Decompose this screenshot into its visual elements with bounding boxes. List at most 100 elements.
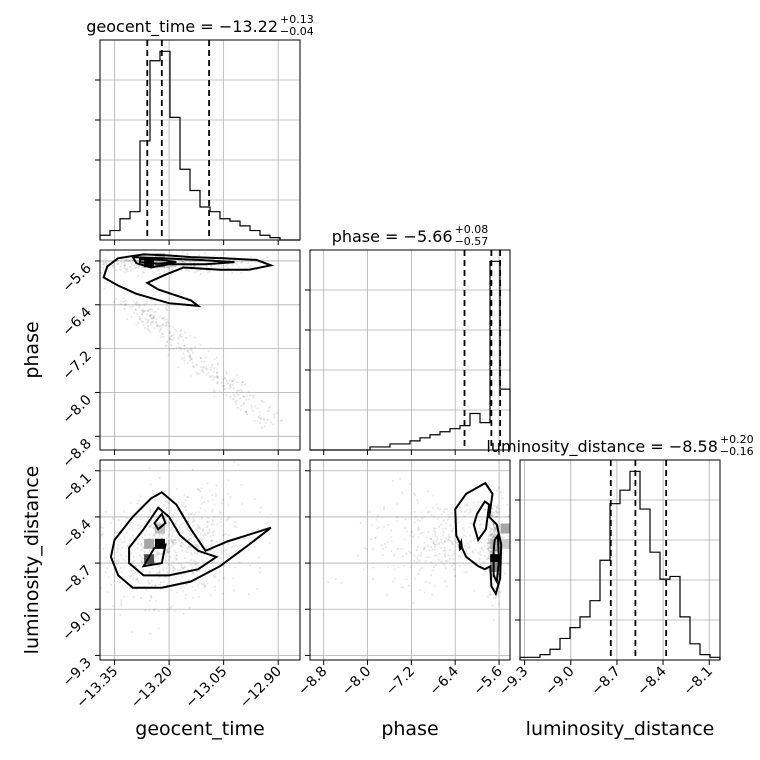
scatter-point	[195, 543, 198, 546]
scatter-point	[206, 531, 210, 535]
scatter-point	[194, 540, 197, 543]
scatter-point	[243, 383, 247, 386]
scatter-point	[491, 514, 494, 517]
scatter-point	[111, 264, 114, 267]
scatter-point	[216, 376, 219, 379]
scatter-point	[263, 425, 266, 428]
scatter-point	[434, 533, 437, 537]
scatter-point	[405, 552, 408, 555]
scatter-point	[139, 495, 142, 498]
scatter-point	[492, 511, 496, 515]
scatter-point	[236, 261, 239, 264]
scatter-point	[132, 595, 135, 598]
scatter-point	[233, 400, 237, 403]
scatter-point	[205, 373, 208, 376]
scatter-point	[413, 510, 416, 514]
scatter-point	[156, 323, 159, 327]
scatter-point	[164, 541, 167, 544]
scatter-point	[134, 308, 137, 311]
scatter-point	[466, 552, 469, 555]
scatter-point	[196, 270, 199, 273]
scatter-point	[129, 538, 132, 542]
scatter-point	[237, 265, 240, 269]
scatter-point	[166, 321, 169, 324]
scatter-point	[136, 303, 139, 306]
scatter-point	[233, 460, 236, 464]
scatter-point	[166, 501, 169, 504]
scatter-point	[184, 566, 187, 569]
scatter-point	[136, 547, 139, 550]
scatter-point	[435, 503, 438, 506]
scatter-point	[384, 542, 387, 545]
scatter-point	[186, 349, 189, 352]
scatter-point	[472, 501, 475, 504]
scatter-point	[442, 519, 445, 522]
scatter-point	[211, 551, 215, 554]
scatter-point	[436, 506, 440, 510]
scatter-point	[189, 533, 192, 537]
scatter-point	[124, 559, 127, 562]
scatter-point	[188, 260, 192, 263]
scatter-point	[220, 524, 223, 528]
scatter-point	[137, 581, 140, 584]
scatter-point	[435, 540, 438, 543]
scatter-point	[477, 519, 480, 522]
scatter-point	[103, 257, 106, 260]
scatter-point	[105, 263, 108, 266]
scatter-point	[179, 333, 182, 336]
scatter-point	[149, 594, 152, 597]
scatter-point	[183, 359, 186, 362]
scatter-point	[390, 529, 393, 532]
scatter-point	[223, 564, 226, 567]
scatter-point	[405, 530, 408, 533]
scatter-point	[210, 539, 214, 542]
scatter-point	[180, 566, 183, 569]
scatter-point	[209, 594, 212, 597]
scatter-point	[129, 305, 132, 308]
title-main: geocent_time = −13.22	[86, 17, 278, 37]
scatter-point	[334, 578, 337, 581]
scatter-point	[208, 374, 211, 377]
scatter-point	[172, 513, 175, 516]
scatter-point	[457, 521, 460, 524]
scatter-point	[210, 539, 213, 542]
scatter-point	[263, 418, 266, 421]
scatter-point	[494, 549, 498, 552]
scatter-point	[204, 585, 207, 588]
scatter-point	[229, 383, 232, 387]
scatter-point	[382, 547, 385, 551]
title-plus: +0.20	[720, 433, 754, 446]
scatter-point	[164, 324, 167, 328]
scatter-point	[495, 489, 499, 492]
scatter-point	[118, 580, 122, 584]
scatter-point	[184, 508, 187, 511]
scatter-point	[201, 502, 204, 505]
scatter-point	[139, 565, 142, 568]
scatter-point	[211, 520, 214, 524]
scatter-point	[119, 300, 122, 303]
scatter-point	[172, 497, 175, 500]
scatter-point	[493, 527, 497, 530]
scatter-point	[123, 266, 126, 269]
scatter-point	[247, 390, 251, 393]
scatter-point	[442, 549, 445, 553]
scatter-point	[469, 522, 472, 525]
scatter-point	[231, 263, 235, 266]
scatter-point	[171, 542, 174, 545]
scatter-point	[257, 416, 260, 419]
scatter-point	[154, 303, 157, 306]
scatter-point	[112, 300, 116, 303]
scatter-point	[149, 483, 152, 486]
scatter-point	[441, 527, 444, 530]
scatter-point	[139, 554, 142, 557]
scatter-point	[188, 355, 192, 358]
scatter-point	[201, 366, 204, 369]
scatter-point	[204, 569, 207, 572]
scatter-point	[423, 545, 426, 549]
scatter-point	[195, 363, 198, 366]
scatter-point	[404, 517, 407, 521]
scatter-point	[167, 539, 170, 542]
x-tick-label-phase: −5.6	[471, 663, 506, 698]
scatter-point	[191, 596, 195, 599]
scatter-point	[194, 589, 197, 592]
